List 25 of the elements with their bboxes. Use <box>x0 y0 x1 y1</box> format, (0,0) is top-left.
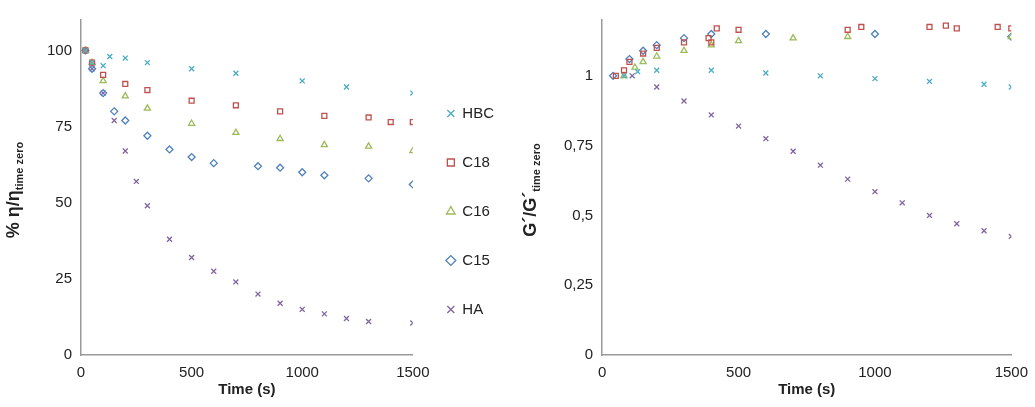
y-tick-label: 75 <box>55 116 73 134</box>
legend-label: C16 <box>462 201 490 219</box>
y-tick-label: 1 <box>584 65 594 83</box>
y-tick-label: 0,25 <box>563 275 594 293</box>
x-tick-label: 1500 <box>994 363 1028 381</box>
x-tick-label: 0 <box>76 363 86 381</box>
x-tick-label: 500 <box>179 363 205 381</box>
y-tick-label: 100 <box>47 40 73 58</box>
y-tick-label: 25 <box>55 269 73 286</box>
legend-label: C18 <box>462 152 490 170</box>
legend-label: HA <box>462 299 484 317</box>
x-tick-label: 1000 <box>285 363 319 381</box>
x-tick-label: 500 <box>726 363 752 381</box>
x-axis-title: Time (s) <box>218 380 276 398</box>
x-tick-label: 1500 <box>396 363 430 381</box>
legend-label: HBC <box>462 103 495 121</box>
y-tick-label: 50 <box>55 192 73 210</box>
x-axis-title: Time (s) <box>778 380 836 398</box>
y-tick-label: 0 <box>584 345 594 363</box>
legend-label: C15 <box>462 250 490 268</box>
y-tick-label: 0 <box>63 345 73 363</box>
y-tick-label: 0,5 <box>572 205 594 223</box>
y-tick-label: 0,75 <box>563 135 594 153</box>
x-tick-label: 0 <box>598 363 607 381</box>
x-tick-label: 1000 <box>858 363 892 381</box>
